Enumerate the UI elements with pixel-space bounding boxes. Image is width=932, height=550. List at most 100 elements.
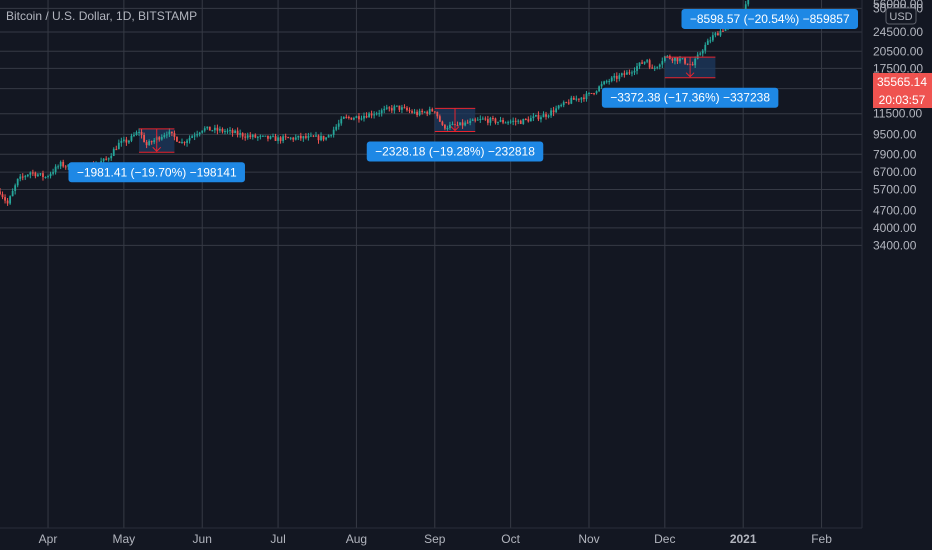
candle-body	[615, 75, 618, 79]
time-tick-label: Nov	[578, 532, 599, 546]
candle-body	[459, 122, 461, 126]
candle-body	[211, 130, 214, 132]
candle-body	[540, 117, 542, 120]
candle-body	[62, 161, 65, 167]
candle-body	[456, 125, 459, 127]
candle-body	[231, 130, 234, 134]
time-tick-label: Jun	[193, 532, 212, 546]
candle-body	[555, 108, 558, 113]
candle-body	[552, 110, 555, 113]
time-tick-label: Dec	[654, 532, 675, 546]
candle-body	[226, 130, 229, 132]
candle-body	[259, 135, 262, 137]
countdown-value: 20:03:57	[879, 93, 926, 107]
last-price-value: 35565.14	[877, 75, 927, 89]
candle-body	[31, 172, 34, 174]
time-tick-label: Oct	[501, 532, 520, 546]
candle-body	[373, 114, 376, 116]
candle-body	[9, 196, 12, 204]
candle-body	[489, 117, 492, 123]
candle-body	[128, 140, 130, 143]
time-scale-panel[interactable]	[0, 528, 862, 550]
measure-label-badge	[366, 141, 544, 162]
candle-body	[686, 63, 689, 65]
candle-body	[502, 120, 504, 123]
candle-body	[699, 53, 702, 55]
measure-label-text: −1981.41 (−19.70%) −198141	[77, 165, 237, 179]
candle-body	[320, 135, 322, 141]
candle-body	[355, 116, 358, 119]
time-tick-label: Sep	[424, 532, 446, 546]
candle-body	[272, 136, 274, 138]
candle-body	[426, 111, 429, 114]
candle-body	[393, 106, 396, 111]
candle-body	[656, 66, 659, 68]
candle-body	[575, 98, 578, 100]
candle-body	[509, 121, 512, 123]
candle-body	[648, 60, 651, 68]
currency-badge[interactable]	[885, 7, 917, 25]
price-tick-label: 17500.00	[873, 61, 923, 75]
candle-body	[360, 118, 363, 120]
candle-body	[608, 80, 611, 82]
price-tick-label: 4000.00	[873, 221, 917, 235]
candle-body	[636, 66, 638, 71]
measure-arrow-head	[152, 146, 162, 152]
candle-body	[613, 75, 616, 78]
candle-body	[610, 77, 613, 81]
candle-body	[461, 122, 464, 126]
candle-body	[297, 135, 300, 138]
candle-body	[274, 136, 277, 141]
candle-body	[378, 113, 381, 115]
candle-body	[383, 108, 386, 111]
candle-body	[24, 176, 27, 178]
candle-body	[345, 116, 348, 118]
measurement-labels: −1981.41 (−19.70%) −198141 −2328.18 (−19.…	[68, 8, 858, 183]
candle-body	[545, 114, 547, 117]
candle-body	[398, 105, 401, 110]
candle-body	[188, 137, 191, 141]
candle-body	[183, 142, 186, 144]
candle-body	[704, 44, 707, 51]
time-tick-label: Feb	[811, 532, 832, 546]
candle-body	[577, 98, 580, 100]
candle-body	[241, 133, 244, 137]
countdown-badge	[873, 91, 932, 108]
candle-body	[527, 119, 530, 122]
candle-body	[267, 135, 269, 139]
candle-body	[59, 161, 62, 167]
candle-body	[4, 197, 6, 201]
candle-body	[701, 50, 704, 54]
candle-body	[706, 40, 709, 45]
candle-body	[254, 134, 257, 138]
candle-body	[380, 110, 383, 114]
candle-body	[722, 30, 724, 32]
candle-body	[661, 61, 664, 65]
candle-body	[628, 72, 631, 74]
candle-body	[375, 113, 378, 115]
candle-body	[711, 35, 714, 41]
price-tick-label: 11500.00	[873, 107, 922, 121]
candle-body	[201, 130, 204, 133]
candle-body	[504, 122, 507, 124]
candle-body	[335, 126, 338, 130]
price-tick-label: 3400.00	[873, 238, 917, 252]
candle-body	[724, 27, 727, 31]
candle-body	[138, 132, 140, 134]
candle-body	[486, 119, 489, 123]
candle-body	[304, 136, 307, 138]
candle-body	[29, 172, 32, 175]
candle-body	[747, 0, 750, 5]
candle-body	[105, 158, 108, 160]
candle-body	[325, 137, 328, 140]
last-price-badge	[873, 73, 932, 91]
candle-body	[479, 119, 482, 121]
time-tick-label: Aug	[346, 532, 367, 546]
price-tick-label: 4700.00	[873, 203, 917, 217]
candle-body	[148, 141, 151, 146]
candle-body	[605, 81, 608, 83]
candle-body	[411, 111, 413, 113]
candle-body	[403, 107, 406, 109]
